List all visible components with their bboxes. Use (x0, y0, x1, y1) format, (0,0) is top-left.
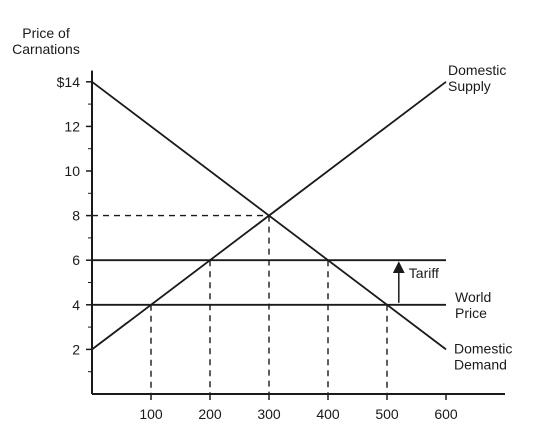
demand-label: Demand (454, 356, 507, 372)
world-price-label: Price (455, 305, 487, 321)
x-tick-label: 600 (434, 406, 458, 422)
demand-label: Domestic (454, 340, 512, 356)
y-tick-label: 8 (72, 208, 80, 224)
x-tick-label: 100 (139, 406, 163, 422)
y-tick-label: 2 (72, 341, 80, 357)
x-tick-label: 500 (375, 406, 399, 422)
tariff-label: Tariff (409, 265, 439, 281)
y-tick-label: 12 (64, 118, 80, 134)
supply-label: Supply (448, 78, 491, 94)
x-tick-label: 300 (257, 406, 281, 422)
y-axis-label-line-2: Carnations (12, 41, 80, 57)
supply-label: Domestic (448, 62, 506, 78)
y-tick-label: 4 (72, 297, 80, 313)
world-price-label: World (455, 289, 491, 305)
x-tick-label: 200 (198, 406, 222, 422)
y-axis-label-line-1: Price of (22, 25, 70, 41)
y-tick-label: 10 (64, 163, 80, 179)
y-tick-label: 6 (72, 252, 80, 268)
x-tick-label: 400 (316, 406, 340, 422)
y-tick-label: $14 (57, 74, 81, 90)
